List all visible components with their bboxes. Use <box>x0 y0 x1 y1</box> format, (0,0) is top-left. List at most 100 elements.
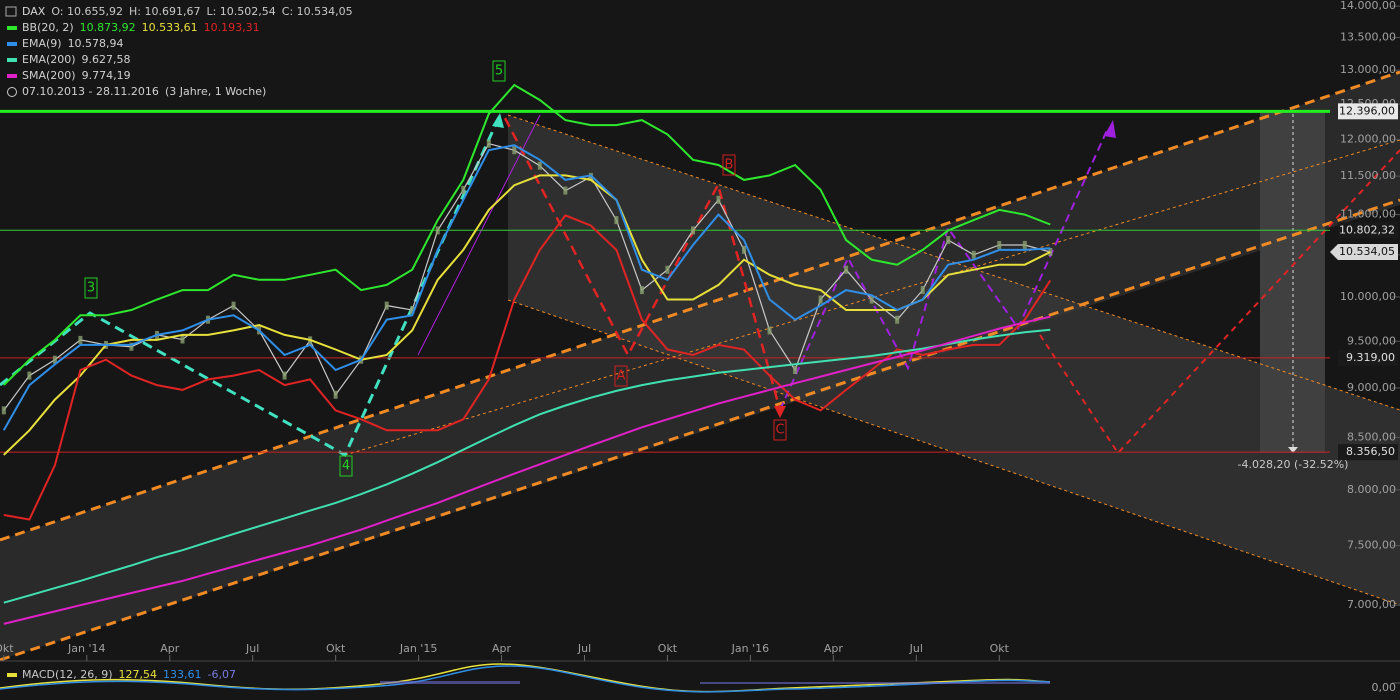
x-tick-label: Jul <box>909 642 923 655</box>
measure-arrow-head <box>1288 447 1298 453</box>
legend-title: DAX <box>22 5 46 18</box>
wave-box <box>492 60 506 82</box>
candle <box>1022 240 1027 249</box>
candle <box>920 286 925 295</box>
candle <box>971 250 976 259</box>
macd-name: MACD(12, 26, 9) <box>22 668 113 681</box>
legend-swatch <box>7 74 17 78</box>
legend-value: C: 10.534,05 <box>282 5 353 18</box>
wave-box <box>722 154 736 176</box>
y-tick-label: 13.000,00 <box>1340 63 1396 76</box>
legend-value: 10.193,31 <box>204 21 260 34</box>
legend-name: EMA(200) <box>22 53 76 66</box>
measure-label: -4.028,20 (-32.52%) <box>1238 458 1349 471</box>
trend-line <box>417 114 541 356</box>
legend-value: H: 10.691,67 <box>129 5 200 18</box>
wave-box <box>773 419 787 441</box>
candle <box>946 236 951 245</box>
macd-value: 133,61 <box>163 668 202 681</box>
candle <box>895 315 900 324</box>
candle <box>997 240 1002 249</box>
macd-value: 127,54 <box>119 668 158 681</box>
candle <box>282 371 287 380</box>
legend-swatch <box>7 26 17 30</box>
trend-line <box>507 114 1400 411</box>
candle <box>537 161 542 170</box>
trend-line <box>507 299 1400 606</box>
level-label-bg <box>1338 103 1398 120</box>
candle <box>767 326 772 335</box>
candle <box>614 216 619 225</box>
macd-pane <box>0 660 1400 693</box>
wave-line <box>779 127 1109 411</box>
channel-shade <box>508 115 1400 605</box>
x-tick-label: Okt <box>990 642 1010 655</box>
x-tick-label: Jul <box>577 642 591 655</box>
candle <box>716 195 721 204</box>
candle <box>461 185 466 194</box>
arrow-head <box>1104 120 1116 138</box>
wave-label: 5 <box>495 64 503 79</box>
x-tick-label: Jan '15 <box>399 642 437 655</box>
candle <box>180 335 185 344</box>
legend-value: 9.774,19 <box>82 69 131 82</box>
candle <box>690 226 695 235</box>
period: 07.10.2013 - 28.11.2016 <box>22 85 159 98</box>
candle <box>1 406 6 415</box>
arrow-head <box>492 113 504 128</box>
y-tick-label: 9.500,00 <box>1347 334 1396 347</box>
legend-name: BB(20, 2) <box>22 21 74 34</box>
series-line <box>3 143 1051 411</box>
candle <box>435 226 440 235</box>
legend-value: O: 10.655,92 <box>51 5 123 18</box>
x-tick-label: Jan '16 <box>731 642 769 655</box>
y-tick-label: 14.000,00 <box>1340 0 1396 12</box>
level-label-bg <box>1338 444 1398 461</box>
candle <box>588 172 593 181</box>
candle <box>844 265 849 274</box>
signal-line <box>0 665 1051 693</box>
series-line <box>3 315 1051 625</box>
level-label-bg <box>1338 222 1398 239</box>
y-tick-label: 8.500,00 <box>1347 430 1396 443</box>
x-tick-label: Apr <box>824 642 844 655</box>
candle <box>231 301 236 310</box>
legend-icon <box>5 6 17 17</box>
period-note: (3 Jahre, 1 Woche) <box>165 85 266 98</box>
series-line <box>3 83 1051 386</box>
wave-box <box>614 365 628 387</box>
x-tick-label: Apr <box>160 642 180 655</box>
channel-shade <box>0 72 1400 660</box>
series-line <box>3 174 1051 456</box>
candle <box>665 265 670 274</box>
legend-value: 10.533,61 <box>142 21 198 34</box>
legend-swatch <box>7 58 17 62</box>
wave-label: B <box>725 158 734 173</box>
last-price-label: 10.534,05 <box>1339 245 1395 258</box>
y-tick-label: 8.000,00 <box>1347 483 1396 496</box>
candle <box>512 146 517 155</box>
level-label: 10.802,32 <box>1339 223 1395 236</box>
candle <box>639 286 644 295</box>
candle <box>384 301 389 310</box>
series-line <box>2 144 1051 431</box>
y-tick-label: 10.000,00 <box>1340 290 1396 303</box>
legend-value: 9.627,58 <box>82 53 131 66</box>
candle <box>563 186 568 195</box>
x-tick-label: Jan '14 <box>67 642 105 655</box>
legend-value: 10.578,94 <box>68 37 124 50</box>
candle <box>52 355 57 364</box>
wave-line <box>503 117 782 411</box>
legend-value: 10.873,92 <box>80 21 136 34</box>
candle <box>869 295 874 304</box>
level-label: 12.396,00 <box>1339 104 1395 117</box>
legend-swatch <box>7 673 17 677</box>
candle <box>410 306 415 315</box>
candle <box>818 295 823 304</box>
trend-line <box>0 198 1400 662</box>
arrow-head <box>774 406 786 418</box>
y-tick-label: 7.500,00 <box>1347 539 1396 552</box>
level-label-bg <box>1338 349 1398 366</box>
y-tick-label: 11.500,00 <box>1340 169 1396 182</box>
candle <box>27 371 32 380</box>
